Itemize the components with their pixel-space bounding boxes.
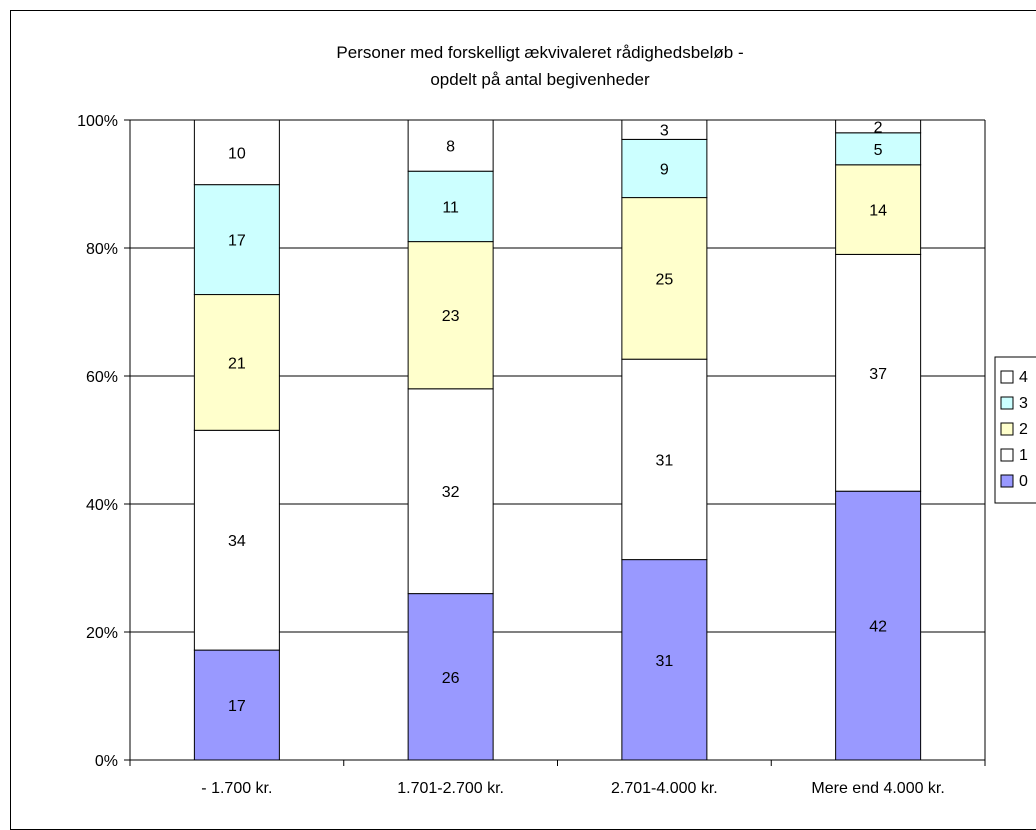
x-category-label: 2.701-4.000 kr. — [611, 780, 718, 797]
y-tick-label: 20% — [86, 625, 118, 642]
data-label: 32 — [442, 484, 460, 501]
data-label: 17 — [228, 698, 246, 715]
chart-title-line-1: Personer med forskelligt ækvivaleret råd… — [336, 43, 743, 62]
chart-title-line-2: opdelt på antal begivenheder — [430, 70, 650, 89]
legend: 4 3 2 1 0 — [994, 356, 1036, 504]
legend-label: 3 — [1019, 395, 1028, 412]
data-label: 11 — [442, 199, 459, 216]
data-label: 5 — [874, 142, 883, 159]
data-label: 26 — [442, 670, 460, 687]
bar-segment-series-3 — [407, 170, 494, 243]
legend-swatch — [1000, 370, 1014, 384]
data-label: 21 — [228, 355, 246, 372]
bar-segment-series-1 — [835, 253, 922, 492]
bar-segment-series-0 — [835, 490, 922, 761]
bar-segment-series-3 — [835, 132, 922, 166]
y-tick-label: 40% — [86, 497, 118, 514]
data-label: 31 — [655, 653, 673, 670]
x-category-label: - 1.700 kr. — [201, 780, 272, 797]
y-tick-label: 100% — [77, 113, 118, 130]
data-label: 42 — [869, 619, 887, 636]
legend-swatch — [1000, 396, 1014, 410]
bar-segment-series-0 — [621, 559, 708, 761]
x-category-label: 1.701-2.700 kr. — [397, 780, 504, 797]
data-label: 31 — [655, 452, 673, 469]
legend-label: 0 — [1019, 473, 1028, 490]
legend-swatch — [1000, 422, 1014, 436]
data-label: 17 — [228, 233, 246, 250]
bar-segment-series-3 — [621, 138, 708, 199]
y-tick-label: 80% — [86, 241, 118, 258]
bar-segment-series-4 — [407, 119, 494, 172]
bar-segment-series-3 — [193, 184, 280, 296]
bar-segment-series-2 — [407, 241, 494, 390]
x-category-label: Mere end 4.000 kr. — [811, 780, 944, 797]
data-label: 8 — [446, 139, 455, 156]
legend-label: 1 — [1019, 447, 1028, 464]
data-label: 23 — [442, 308, 460, 325]
bar-segment-series-1 — [407, 388, 494, 595]
y-tick-label: 0% — [95, 753, 118, 770]
data-label: 2 — [874, 119, 883, 136]
bar-segment-series-2 — [835, 164, 922, 255]
data-label: 9 — [660, 161, 669, 178]
legend-swatch — [1000, 448, 1014, 462]
bar-segment-series-4 — [835, 119, 922, 134]
legend-swatch — [1000, 474, 1014, 488]
data-label: 25 — [655, 271, 673, 288]
legend-label: 4 — [1019, 369, 1028, 386]
data-label: 34 — [228, 533, 246, 550]
data-label: 37 — [869, 366, 887, 383]
plot-area: 0% 20% 40% 60% 80% 100% 17 34 21 17 10 - 1.700 kr. 2… — [77, 113, 986, 797]
y-tick-label: 60% — [86, 369, 118, 386]
legend-label: 2 — [1019, 421, 1028, 438]
bar-segment-series-2 — [621, 197, 708, 360]
data-label: 14 — [869, 203, 887, 220]
bar-segment-series-4 — [193, 119, 280, 186]
bar-segment-series-4 — [621, 119, 708, 140]
bar-segment-series-1 — [621, 358, 708, 561]
data-label: 10 — [228, 145, 246, 162]
bar-segment-series-0 — [407, 593, 494, 761]
data-label: 3 — [660, 123, 669, 140]
